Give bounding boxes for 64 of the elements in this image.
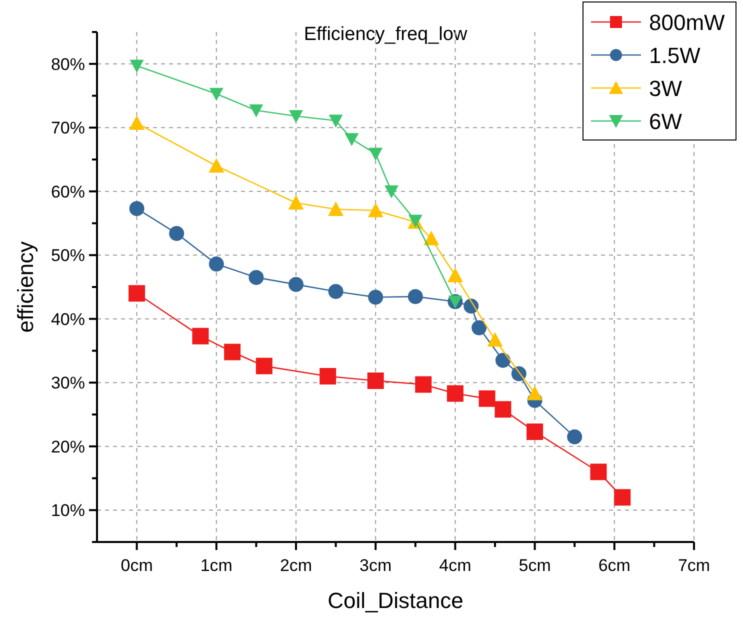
x-tick-label: 2cm [280, 556, 312, 575]
point [169, 226, 184, 241]
point [288, 276, 304, 292]
point [224, 344, 241, 360]
point [368, 290, 384, 305]
point [526, 423, 544, 440]
legend-label: 6W [649, 109, 682, 134]
point [328, 201, 344, 216]
x-tick-label: 0cm [120, 556, 153, 575]
point [328, 284, 344, 299]
point [288, 195, 304, 210]
point [527, 386, 543, 400]
point [256, 358, 272, 374]
point [249, 104, 264, 118]
point [567, 429, 582, 444]
chart-title: Efficiency_freq_low [304, 24, 468, 45]
point [495, 352, 510, 368]
point [209, 88, 224, 101]
point [384, 185, 399, 198]
point [129, 201, 144, 216]
y-axis-title: efficiency [13, 241, 38, 333]
point [368, 202, 384, 218]
point [408, 289, 423, 304]
point [478, 390, 496, 407]
point [248, 270, 264, 285]
legend-label: 3W [649, 76, 682, 101]
legend-label: 800mW [649, 10, 726, 35]
x-tick-label: 7cm [678, 556, 710, 575]
x-tick-label: 4cm [439, 556, 472, 575]
x-tick-label: 3cm [360, 556, 392, 575]
point [130, 60, 144, 73]
point [328, 114, 343, 128]
y-tick-label: 70% [50, 118, 85, 138]
point [208, 256, 224, 272]
point [447, 268, 463, 282]
legend-label: 1.5W [649, 43, 701, 68]
x-tick-label: 6cm [598, 556, 630, 575]
y-tick-label: 20% [50, 437, 85, 456]
point [424, 230, 440, 246]
point [367, 372, 384, 389]
y-tick-label: 60% [50, 182, 85, 202]
y-tick-label: 50% [50, 246, 85, 266]
x-tick-label: 1cm [200, 556, 232, 575]
x-axis-title: Coil_Distance [328, 588, 464, 613]
point [487, 332, 503, 347]
point [344, 133, 359, 146]
point [590, 464, 607, 480]
point [289, 110, 303, 124]
point [129, 115, 145, 130]
point [320, 368, 336, 384]
point [472, 320, 487, 336]
point [614, 489, 631, 506]
point [368, 148, 383, 161]
y-tick-label: 30% [50, 374, 85, 393]
y-tick-label: 10% [50, 501, 85, 520]
point [208, 158, 224, 173]
point [128, 285, 146, 302]
point [192, 328, 209, 344]
y-tick-label: 40% [50, 310, 85, 329]
y-tick-label: 80% [50, 54, 85, 74]
x-tick-label: 5cm [518, 556, 551, 575]
point [415, 376, 432, 393]
point [446, 385, 464, 402]
point [494, 401, 512, 418]
